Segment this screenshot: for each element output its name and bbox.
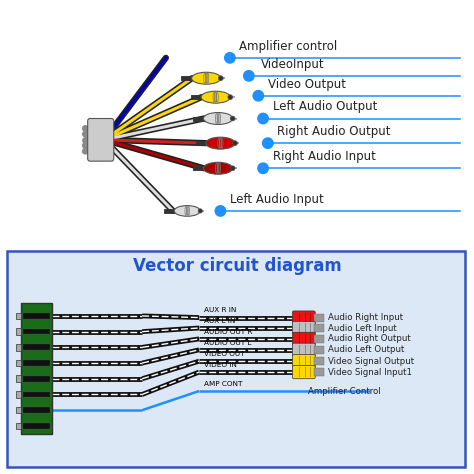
Bar <box>23 360 50 366</box>
Ellipse shape <box>203 112 233 125</box>
Bar <box>299 313 301 322</box>
Circle shape <box>230 166 235 171</box>
Ellipse shape <box>201 91 230 103</box>
Circle shape <box>253 91 264 101</box>
Bar <box>16 422 21 429</box>
Bar <box>299 334 301 344</box>
Circle shape <box>258 113 268 124</box>
Bar <box>310 345 311 355</box>
Bar <box>23 423 50 428</box>
FancyBboxPatch shape <box>7 251 465 467</box>
Text: AUX L IN: AUX L IN <box>204 318 235 324</box>
Text: Amplifier Control: Amplifier Control <box>308 387 381 395</box>
Circle shape <box>228 95 233 100</box>
FancyBboxPatch shape <box>314 314 324 321</box>
FancyBboxPatch shape <box>314 368 324 376</box>
Text: Vector circuit diagram: Vector circuit diagram <box>133 257 341 275</box>
Text: Left Audio Output: Left Audio Output <box>273 100 377 113</box>
FancyBboxPatch shape <box>292 365 315 379</box>
Bar <box>310 313 311 322</box>
Bar <box>23 376 50 382</box>
Bar <box>23 345 50 350</box>
Circle shape <box>233 141 237 146</box>
Bar <box>23 407 50 413</box>
Bar <box>310 367 311 377</box>
Ellipse shape <box>174 206 200 216</box>
Text: VIDEO IN: VIDEO IN <box>204 362 237 368</box>
Bar <box>16 328 21 335</box>
Ellipse shape <box>191 72 221 84</box>
Circle shape <box>198 209 202 213</box>
FancyBboxPatch shape <box>314 324 324 332</box>
Bar <box>23 392 50 397</box>
Bar <box>310 334 311 344</box>
Circle shape <box>230 116 235 121</box>
Bar <box>305 345 306 355</box>
Bar <box>299 345 301 355</box>
Text: Right Audio Output: Right Audio Output <box>277 125 391 138</box>
FancyBboxPatch shape <box>314 346 324 354</box>
FancyBboxPatch shape <box>314 357 324 365</box>
Ellipse shape <box>206 137 235 149</box>
FancyBboxPatch shape <box>88 118 114 161</box>
Bar <box>305 313 306 322</box>
Bar <box>305 334 306 344</box>
Bar <box>16 313 21 319</box>
Bar <box>16 344 21 351</box>
Bar <box>305 367 306 377</box>
Circle shape <box>244 71 254 81</box>
Bar <box>16 360 21 366</box>
Text: Right Audio Input: Right Audio Input <box>273 150 375 163</box>
Circle shape <box>225 53 235 63</box>
Text: AMP CONT: AMP CONT <box>204 381 242 387</box>
Text: Amplifier control: Amplifier control <box>239 40 337 53</box>
Text: Left Audio Input: Left Audio Input <box>230 193 324 206</box>
Bar <box>0 0 474 246</box>
Circle shape <box>219 76 223 81</box>
Text: Video Signal Output: Video Signal Output <box>328 357 414 365</box>
Text: Audio Right Input: Audio Right Input <box>328 313 403 322</box>
Text: Video Signal Input1: Video Signal Input1 <box>328 368 412 376</box>
FancyBboxPatch shape <box>292 332 315 346</box>
Bar <box>310 323 311 333</box>
FancyBboxPatch shape <box>292 343 315 356</box>
Text: AUDIO OUT R: AUDIO OUT R <box>204 328 252 335</box>
Text: Audio Right Output: Audio Right Output <box>328 335 411 343</box>
Text: Video Output: Video Output <box>268 78 346 91</box>
Text: VideoInput: VideoInput <box>261 58 324 71</box>
Circle shape <box>263 138 273 148</box>
Bar <box>305 356 306 366</box>
Bar <box>16 375 21 382</box>
Text: AUX R IN: AUX R IN <box>204 307 236 313</box>
Ellipse shape <box>203 162 233 174</box>
Text: Audio Left Output: Audio Left Output <box>328 346 404 354</box>
Bar <box>299 367 301 377</box>
Bar <box>305 323 306 333</box>
FancyBboxPatch shape <box>292 321 315 335</box>
Bar <box>310 356 311 366</box>
Bar <box>23 329 50 335</box>
Bar <box>16 407 21 413</box>
FancyBboxPatch shape <box>292 355 315 368</box>
Bar <box>299 356 301 366</box>
Circle shape <box>258 163 268 173</box>
FancyBboxPatch shape <box>21 303 52 434</box>
Bar <box>299 323 301 333</box>
FancyBboxPatch shape <box>314 335 324 343</box>
Text: VIDEO OUT: VIDEO OUT <box>204 351 244 357</box>
Bar <box>16 391 21 398</box>
Bar <box>23 313 50 319</box>
FancyBboxPatch shape <box>292 311 315 324</box>
Circle shape <box>215 206 226 216</box>
Text: Audio Left Input: Audio Left Input <box>328 324 397 332</box>
Text: AUDIO OUT L: AUDIO OUT L <box>204 339 251 346</box>
